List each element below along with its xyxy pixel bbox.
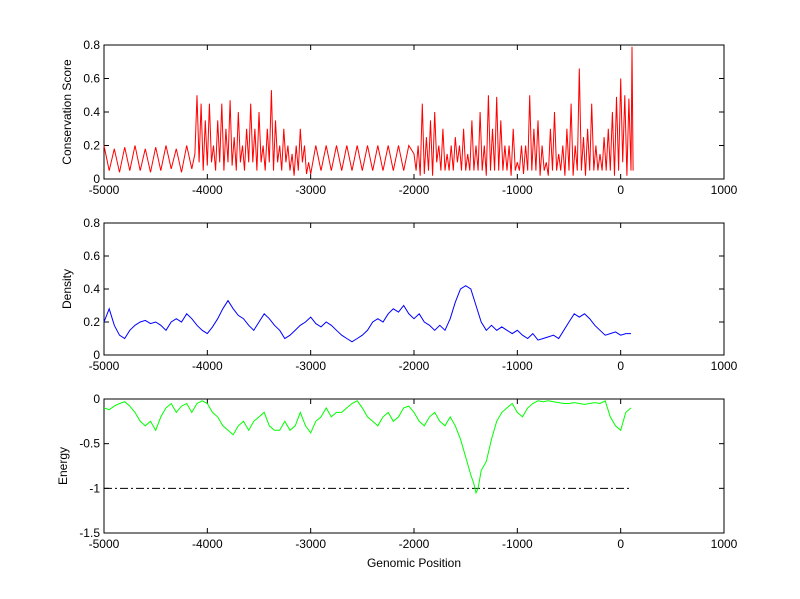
ytick-label-conservation-2: 0.4 (83, 105, 100, 119)
series-line-conservation-0 (103, 46, 634, 176)
panel-conservation: Conservation Score -5000 -4000 -3000 -2000 -… (60, 38, 738, 197)
series-line-energy-0 (103, 400, 632, 495)
xtick-label-energy-5: 0 (617, 537, 624, 551)
ytick-label-conservation-3: 0.6 (83, 72, 100, 86)
xtick-label-energy-2: -3000 (295, 537, 326, 551)
xtick-label-density-5: 0 (617, 359, 624, 373)
xtick-label-energy-1: -4000 (192, 537, 223, 551)
xtick-label-density-4: -1000 (502, 359, 533, 373)
xtick-label-density-0: -5000 (89, 359, 120, 373)
xtick-label-energy-6: 1000 (711, 537, 738, 551)
ytick-label-conservation-1: 0.2 (83, 139, 100, 153)
xtick-label-conservation-0: -5000 (89, 183, 120, 197)
panel-energy: Energy Genomic Position -5000 -4000 -3000 -… (56, 392, 738, 570)
ytick-label-energy-2: -0.5 (79, 437, 100, 451)
xtick-label-density-2: -3000 (295, 359, 326, 373)
ytick-label-density-4: 0.8 (83, 216, 100, 230)
plot-area-energy (103, 398, 725, 534)
ytick-label-energy-0: -1.5 (79, 526, 100, 540)
xtick-label-conservation-4: -1000 (502, 183, 533, 197)
xtick-label-energy-0: -5000 (89, 537, 120, 551)
xtick-label-density-6: 1000 (711, 359, 738, 373)
plot-area-density (103, 222, 725, 356)
ylabel-energy: Energy (56, 447, 70, 485)
ytick-label-density-0: 0 (93, 348, 100, 362)
xtick-label-energy-3: -2000 (399, 537, 430, 551)
ylabel-density: Density (60, 269, 74, 309)
xlabel-energy: Genomic Position (367, 556, 461, 570)
xtick-label-density-1: -4000 (192, 359, 223, 373)
ytick-label-conservation-4: 0.8 (83, 38, 100, 52)
ytick-label-density-3: 0.6 (83, 249, 100, 263)
xtick-label-conservation-2: -3000 (295, 183, 326, 197)
xtick-label-conservation-5: 0 (617, 183, 624, 197)
xtick-label-conservation-6: 1000 (711, 183, 738, 197)
xtick-label-conservation-3: -2000 (399, 183, 430, 197)
panel-density: Density -5000 -4000 -3000 -2000 -1000 0 1000 0 0… (60, 216, 738, 373)
ytick-label-energy-1: -1 (89, 481, 100, 495)
ytick-label-density-2: 0.4 (83, 282, 100, 296)
xtick-label-conservation-1: -4000 (192, 183, 223, 197)
ytick-label-density-1: 0.2 (83, 315, 100, 329)
ytick-label-conservation-0: 0 (93, 172, 100, 186)
ytick-label-energy-3: 0 (93, 392, 100, 406)
xtick-label-energy-4: -1000 (502, 537, 533, 551)
xtick-label-density-3: -2000 (399, 359, 430, 373)
ylabel-conservation: Conservation Score (60, 59, 74, 165)
series-line-density-0 (103, 285, 631, 343)
